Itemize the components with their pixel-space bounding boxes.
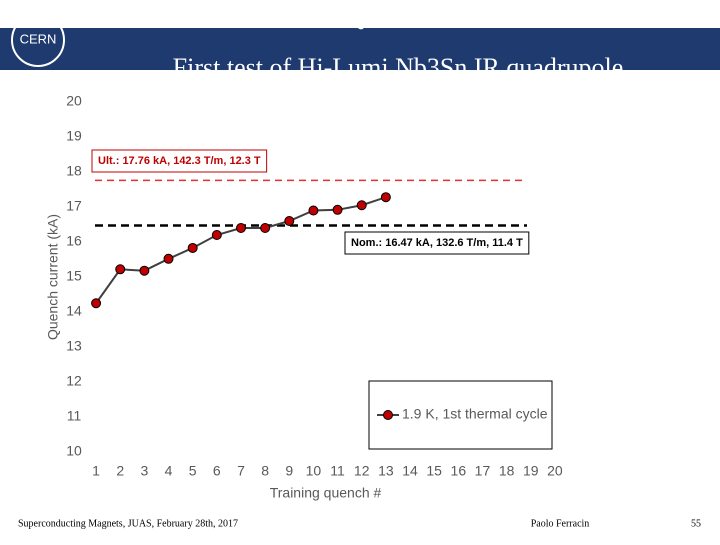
x-tick-label: 3 xyxy=(140,463,148,479)
x-tick-label: 7 xyxy=(237,463,245,479)
y-tick-label: 10 xyxy=(66,443,82,459)
y-tick-label: 14 xyxy=(66,303,82,319)
data-point xyxy=(308,205,319,216)
logo-ring xyxy=(11,13,65,67)
x-tick-label: 16 xyxy=(451,463,467,479)
x-tick-label: 19 xyxy=(523,463,539,479)
y-tick-label: 16 xyxy=(66,233,82,249)
data-point xyxy=(284,216,295,226)
y-tick-label: 15 xyxy=(66,268,82,284)
annotation-box xyxy=(344,231,530,255)
y-tick-label: 19 xyxy=(66,128,82,144)
x-tick-label: 1 xyxy=(92,463,100,479)
page-number: 55 xyxy=(691,518,701,529)
data-point xyxy=(332,204,343,215)
slide-title: MQXFS01 test xyxy=(325,6,471,32)
annotation-box xyxy=(91,149,268,173)
x-tick-label: 12 xyxy=(354,463,370,479)
data-point xyxy=(139,265,150,276)
x-axis-label: Training quench # xyxy=(270,485,382,501)
x-tick-label: 11 xyxy=(330,463,345,479)
x-tick-label: 17 xyxy=(475,463,491,479)
y-tick-label: 17 xyxy=(66,198,82,214)
data-point xyxy=(115,264,126,275)
x-tick-label: 9 xyxy=(285,463,293,479)
data-point xyxy=(356,200,367,211)
data-point xyxy=(91,298,102,309)
data-point xyxy=(187,242,198,253)
x-tick-label: 10 xyxy=(306,463,322,479)
x-tick-label: 20 xyxy=(547,463,563,479)
x-tick-label: 4 xyxy=(165,463,173,479)
x-tick-label: 18 xyxy=(499,463,515,479)
x-tick-label: 8 xyxy=(261,463,269,479)
y-tick-label: 11 xyxy=(67,408,82,424)
data-point xyxy=(235,223,246,233)
footer-text: Superconducting Magnets, JUAS, February … xyxy=(18,518,238,529)
banner xyxy=(0,28,720,70)
legend-box xyxy=(368,380,553,450)
series-line xyxy=(95,196,387,304)
x-tick-label: 5 xyxy=(189,463,197,479)
x-tick-label: 15 xyxy=(426,463,442,479)
x-tick-label: 14 xyxy=(402,463,418,479)
x-tick-label: 2 xyxy=(116,463,124,479)
annotation-label: Nom.: 16.47 kA, 132.6 T/m, 11.4 T xyxy=(351,237,523,249)
legend-marker xyxy=(383,410,393,420)
y-axis-label: Quench current (kA) xyxy=(45,214,61,340)
footer-author: Paolo Ferracin xyxy=(531,518,590,529)
x-tick-label: 13 xyxy=(378,463,394,479)
data-point xyxy=(260,223,271,233)
logo-text: CERN xyxy=(20,31,57,46)
x-tick-label: 6 xyxy=(213,463,221,479)
annotation-label: Ult.: 17.76 kA, 142.3 T/m, 12.3 T xyxy=(98,155,261,167)
y-tick-label: 12 xyxy=(66,373,82,389)
data-point xyxy=(211,230,222,240)
y-tick-label: 18 xyxy=(66,163,82,179)
y-tick-label: 20 xyxy=(66,93,82,109)
legend-label: 1.9 K, 1st thermal cycle xyxy=(402,406,548,422)
y-tick-label: 13 xyxy=(66,338,82,354)
data-point xyxy=(163,253,174,264)
data-point xyxy=(380,192,391,203)
slide-subtitle: First test of Hi-Lumi Nb3Sn IR quadrupol… xyxy=(173,53,624,82)
